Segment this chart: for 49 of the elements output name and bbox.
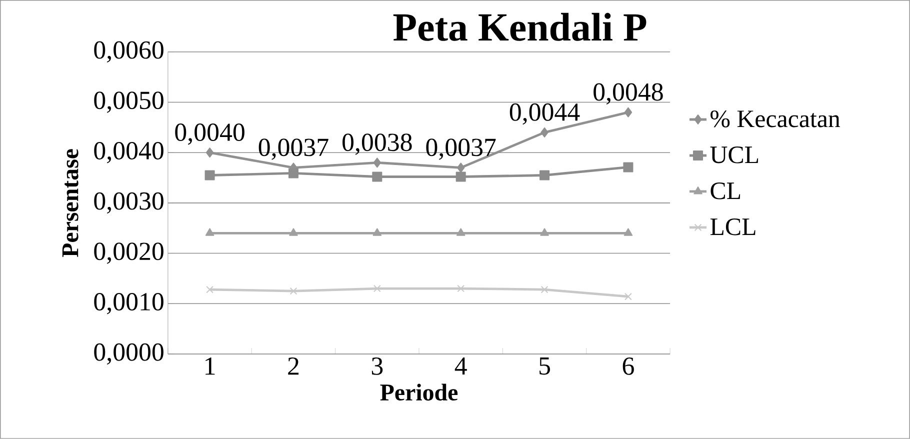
x-tick-label: 6 [622,358,634,375]
x-tick-label: 2 [288,358,299,375]
point [289,228,298,236]
y-tick-label: 0,0010 [94,293,164,314]
point [205,228,214,236]
point [540,170,550,180]
y-tick-label: 0,0020 [94,242,164,264]
chart-title: Peta Kendali P [393,12,646,41]
data-label: 0,0048 [594,83,663,105]
point [540,286,548,294]
x-tick-label: 4 [454,358,467,375]
point [456,162,465,173]
point [623,162,634,172]
point [372,228,382,236]
data-label: 0,0038 [342,134,412,155]
point [373,284,381,292]
y-tick-label: 0,0050 [94,92,164,113]
y-tick-label: 0,0030 [94,192,164,214]
y-tick-label: 0,0040 [94,142,164,164]
legend-label: UCL [710,146,758,164]
point [624,107,632,118]
point [204,170,215,180]
x-tick-label: 5 [540,358,550,375]
legend-label: LCL [710,218,756,236]
point [624,228,633,236]
point [456,172,466,182]
data-label: 0,0037 [426,138,496,160]
point [540,228,549,236]
y-tick-label: 0,0000 [94,343,164,365]
point [624,292,632,300]
point [290,287,298,295]
point [457,284,465,292]
data-label: 0,0037 [258,138,328,160]
x-tick-label: 1 [206,358,215,375]
point [288,168,298,178]
x-tick-label: 3 [372,358,383,375]
legend-label: CL [710,182,740,200]
point [206,286,214,294]
y-axis-title: Persentase [62,149,78,258]
point [372,172,382,182]
x-axis-title: Periode [380,384,458,401]
point [540,128,548,138]
legend-label: % Kecacatan [710,110,840,128]
point [373,158,382,168]
data-label: 0,0040 [175,124,244,145]
y-tick-label: 0,0060 [94,41,164,63]
point [206,148,214,158]
point [456,228,466,236]
data-label: 0,0044 [510,103,580,125]
